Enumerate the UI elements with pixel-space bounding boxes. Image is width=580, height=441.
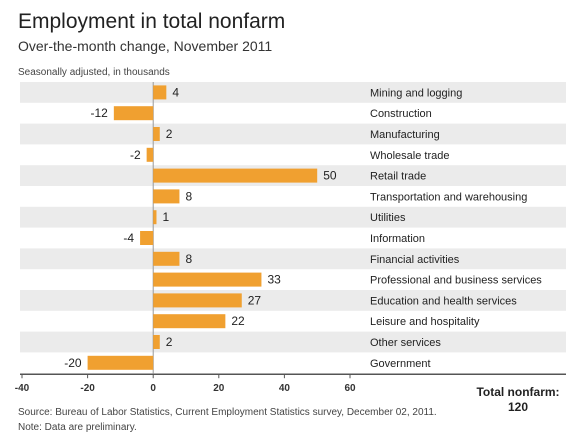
x-tick-label: -20 <box>80 383 95 394</box>
category-label: Other services <box>370 337 441 349</box>
value-label: -12 <box>90 106 108 120</box>
bar <box>153 314 226 329</box>
bar <box>153 127 160 141</box>
row-stripe <box>20 82 566 103</box>
category-label: Government <box>370 358 431 370</box>
category-label: Utilities <box>370 212 406 224</box>
value-label: 8 <box>185 189 192 203</box>
category-label: Education and health services <box>370 295 517 307</box>
total-nonfarm-value: 120 <box>507 400 529 414</box>
x-tick-label: 40 <box>279 383 291 394</box>
chart-subtitle: Over-the-month change, November 2011 <box>18 38 273 54</box>
bar <box>153 210 157 225</box>
value-label: -2 <box>130 148 141 162</box>
source-note: Source: Bureau of Labor Statistics, Curr… <box>18 407 437 418</box>
value-label: -20 <box>64 356 82 370</box>
total-nonfarm: Total nonfarm: 120 <box>474 385 562 415</box>
chart-title: Employment in total nonfarm <box>18 10 286 33</box>
value-label: 22 <box>231 314 245 328</box>
bar <box>87 355 154 370</box>
bar <box>153 85 167 100</box>
value-label: 8 <box>185 252 192 266</box>
total-nonfarm-label: Total nonfarm: <box>476 385 560 399</box>
row-stripe <box>20 123 566 145</box>
x-tick-label: -40 <box>15 383 30 394</box>
value-label: 50 <box>323 169 337 183</box>
value-label: 33 <box>267 273 281 287</box>
units-note: Seasonally adjusted, in thousands <box>18 67 170 78</box>
value-label: 27 <box>248 293 262 307</box>
bar <box>153 168 318 183</box>
category-label: Retail trade <box>370 171 426 183</box>
bar <box>146 147 154 162</box>
value-label: 4 <box>172 85 179 99</box>
category-label: Financial activities <box>370 254 460 266</box>
preliminary-note: Note: Data are preliminary. <box>18 422 137 433</box>
category-label: Construction <box>370 108 432 120</box>
category-label: Professional and business services <box>370 275 542 287</box>
category-label: Information <box>370 233 425 245</box>
bar <box>113 106 154 121</box>
row-stripe <box>20 331 566 353</box>
category-label: Mining and logging <box>370 87 462 99</box>
bar <box>140 231 154 245</box>
x-tick-label: 60 <box>344 383 356 394</box>
value-label: 2 <box>166 127 173 141</box>
bar <box>153 251 180 266</box>
category-label: Transportation and warehousing <box>370 191 527 203</box>
category-label: Manufacturing <box>370 129 440 141</box>
value-label: 2 <box>166 335 173 349</box>
category-label: Leisure and hospitality <box>370 316 480 328</box>
value-label: -4 <box>123 231 134 245</box>
bar <box>153 189 180 204</box>
bar <box>153 272 262 287</box>
bar <box>153 335 160 349</box>
category-label: Wholesale trade <box>370 150 450 162</box>
row-stripe <box>20 206 566 228</box>
x-tick-label: 0 <box>150 383 156 394</box>
x-tick-label: 20 <box>213 383 225 394</box>
bar <box>153 293 242 308</box>
bar-chart: 4 Mining and logging -12 Construction 2 Manuf… <box>15 82 566 394</box>
row-stripe <box>20 248 566 270</box>
value-label: 1 <box>162 210 169 224</box>
